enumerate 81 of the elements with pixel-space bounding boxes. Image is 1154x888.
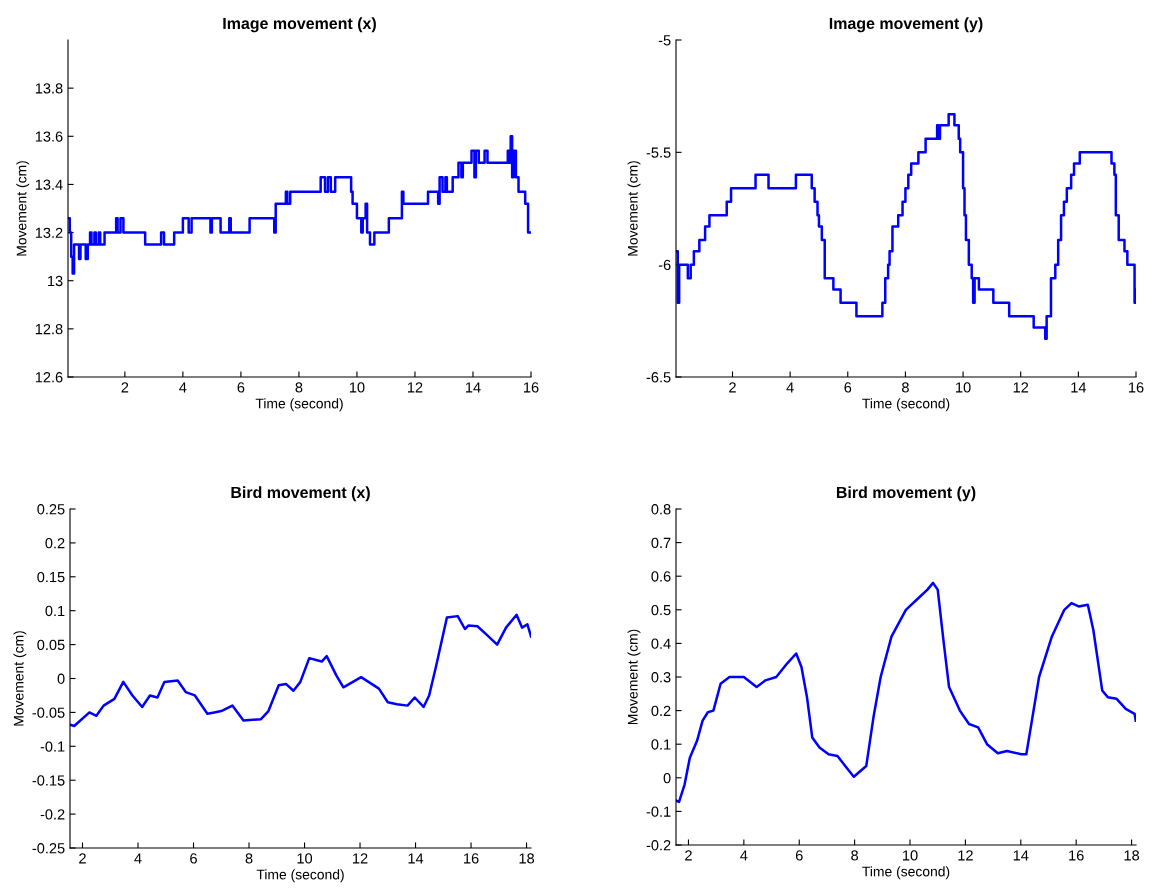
x-tick-label: 14 xyxy=(1013,850,1029,861)
x-tick-label: 2 xyxy=(121,382,129,393)
x-tick-label: 16 xyxy=(1129,382,1144,393)
y-tick-label: 13.8 xyxy=(35,83,63,94)
y-axis-title: Movement (cm) xyxy=(16,161,30,256)
x-tick-label: 14 xyxy=(408,853,424,864)
x-tick-label: 4 xyxy=(786,382,794,393)
x-tick-label: 14 xyxy=(1071,382,1087,393)
x-tick-label: 18 xyxy=(1124,850,1140,861)
x-tick-label: 16 xyxy=(1069,850,1084,861)
x-tick-label: 2 xyxy=(685,850,692,861)
x-tick-label: 4 xyxy=(740,850,748,861)
line-series xyxy=(70,613,531,728)
x-tick-label: 6 xyxy=(844,382,852,393)
y-tick-label: -0.1 xyxy=(40,741,65,752)
y-tick-label: -5 xyxy=(658,35,671,46)
x-tick-label: 12 xyxy=(1013,382,1029,393)
y-tick-label: 0.15 xyxy=(37,571,65,583)
chart-title: Image movement (y) xyxy=(829,17,983,33)
y-tick-label: 0.2 xyxy=(651,705,671,717)
x-tick-label: 10 xyxy=(349,382,365,393)
y-tick-label: -0.25 xyxy=(32,843,65,854)
x-tick-label: 12 xyxy=(407,382,423,393)
y-tick-label: -5.5 xyxy=(646,147,671,158)
y-tick-label: -6 xyxy=(658,259,671,271)
y-tick-label: 0.25 xyxy=(37,504,65,515)
chart-title: Bird movement (x) xyxy=(231,486,370,502)
y-axis-title: Movement (cm) xyxy=(627,161,641,256)
y-tick-label: -6.5 xyxy=(646,372,671,383)
x-tick-label: 2 xyxy=(729,382,736,393)
x-tick-label: 4 xyxy=(179,382,187,393)
x-tick-label: 10 xyxy=(956,382,971,393)
y-tick-label: 13.4 xyxy=(35,179,63,190)
x-tick-label: 16 xyxy=(464,853,479,864)
y-tick-label: 0.8 xyxy=(651,504,671,515)
y-tick-label: 0 xyxy=(57,673,65,684)
x-tick-label: 18 xyxy=(519,853,535,864)
x-tick-label: 12 xyxy=(958,850,973,861)
y-tick-label: 0 xyxy=(663,772,671,784)
y-tick-label: -0.05 xyxy=(32,707,65,718)
chart-title: Bird movement (y) xyxy=(836,486,976,502)
y-tick-label: 0.6 xyxy=(651,571,671,582)
x-tick-label: 16 xyxy=(524,382,539,393)
y-tick-label: 0.2 xyxy=(45,538,65,549)
x-tick-label: 4 xyxy=(134,853,142,864)
y-axis-title: Movement (cm) xyxy=(13,631,27,726)
x-tick-label: 6 xyxy=(795,850,803,861)
x-tick-label: 6 xyxy=(190,853,197,864)
y-tick-label: 0.4 xyxy=(651,638,671,649)
y-tick-label: -0.2 xyxy=(646,840,671,851)
y-tick-label: -0.2 xyxy=(40,809,65,820)
x-tick-label: 8 xyxy=(245,853,253,864)
y-tick-label: 13 xyxy=(48,275,63,287)
x-axis-title: Time (second) xyxy=(862,866,950,880)
x-tick-label: 6 xyxy=(237,382,245,393)
x-tick-label: 8 xyxy=(295,382,303,393)
x-axis-title: Time (second) xyxy=(255,398,343,412)
x-tick-label: 14 xyxy=(465,382,481,393)
chart-title: Image movement (x) xyxy=(223,17,376,33)
y-tick-label: 13.6 xyxy=(35,131,63,142)
y-tick-label: 0.5 xyxy=(651,604,671,616)
x-tick-label: 8 xyxy=(851,850,859,861)
y-tick-label: 12.6 xyxy=(35,372,63,383)
x-tick-label: 10 xyxy=(903,850,918,861)
y-tick-label: 0.1 xyxy=(45,605,65,617)
y-tick-label: 0.3 xyxy=(651,672,671,683)
y-tick-label: -0.1 xyxy=(646,806,671,817)
x-tick-label: 8 xyxy=(902,382,909,393)
y-tick-label: 13.2 xyxy=(35,227,63,238)
y-tick-label: 0.1 xyxy=(651,739,671,750)
x-tick-label: 2 xyxy=(79,853,86,864)
y-tick-label: 12.8 xyxy=(35,323,63,335)
y-tick-label: 0.05 xyxy=(37,639,65,651)
x-tick-label: 10 xyxy=(297,853,313,864)
line-series xyxy=(676,581,1136,804)
y-tick-label: -0.15 xyxy=(32,775,65,786)
x-tick-label: 12 xyxy=(353,853,368,864)
y-axis-title: Movement (cm) xyxy=(627,629,641,725)
x-axis-title: Time (second) xyxy=(862,398,950,412)
x-axis-title: Time (second) xyxy=(256,869,344,883)
y-tick-label: 0.7 xyxy=(651,537,671,549)
